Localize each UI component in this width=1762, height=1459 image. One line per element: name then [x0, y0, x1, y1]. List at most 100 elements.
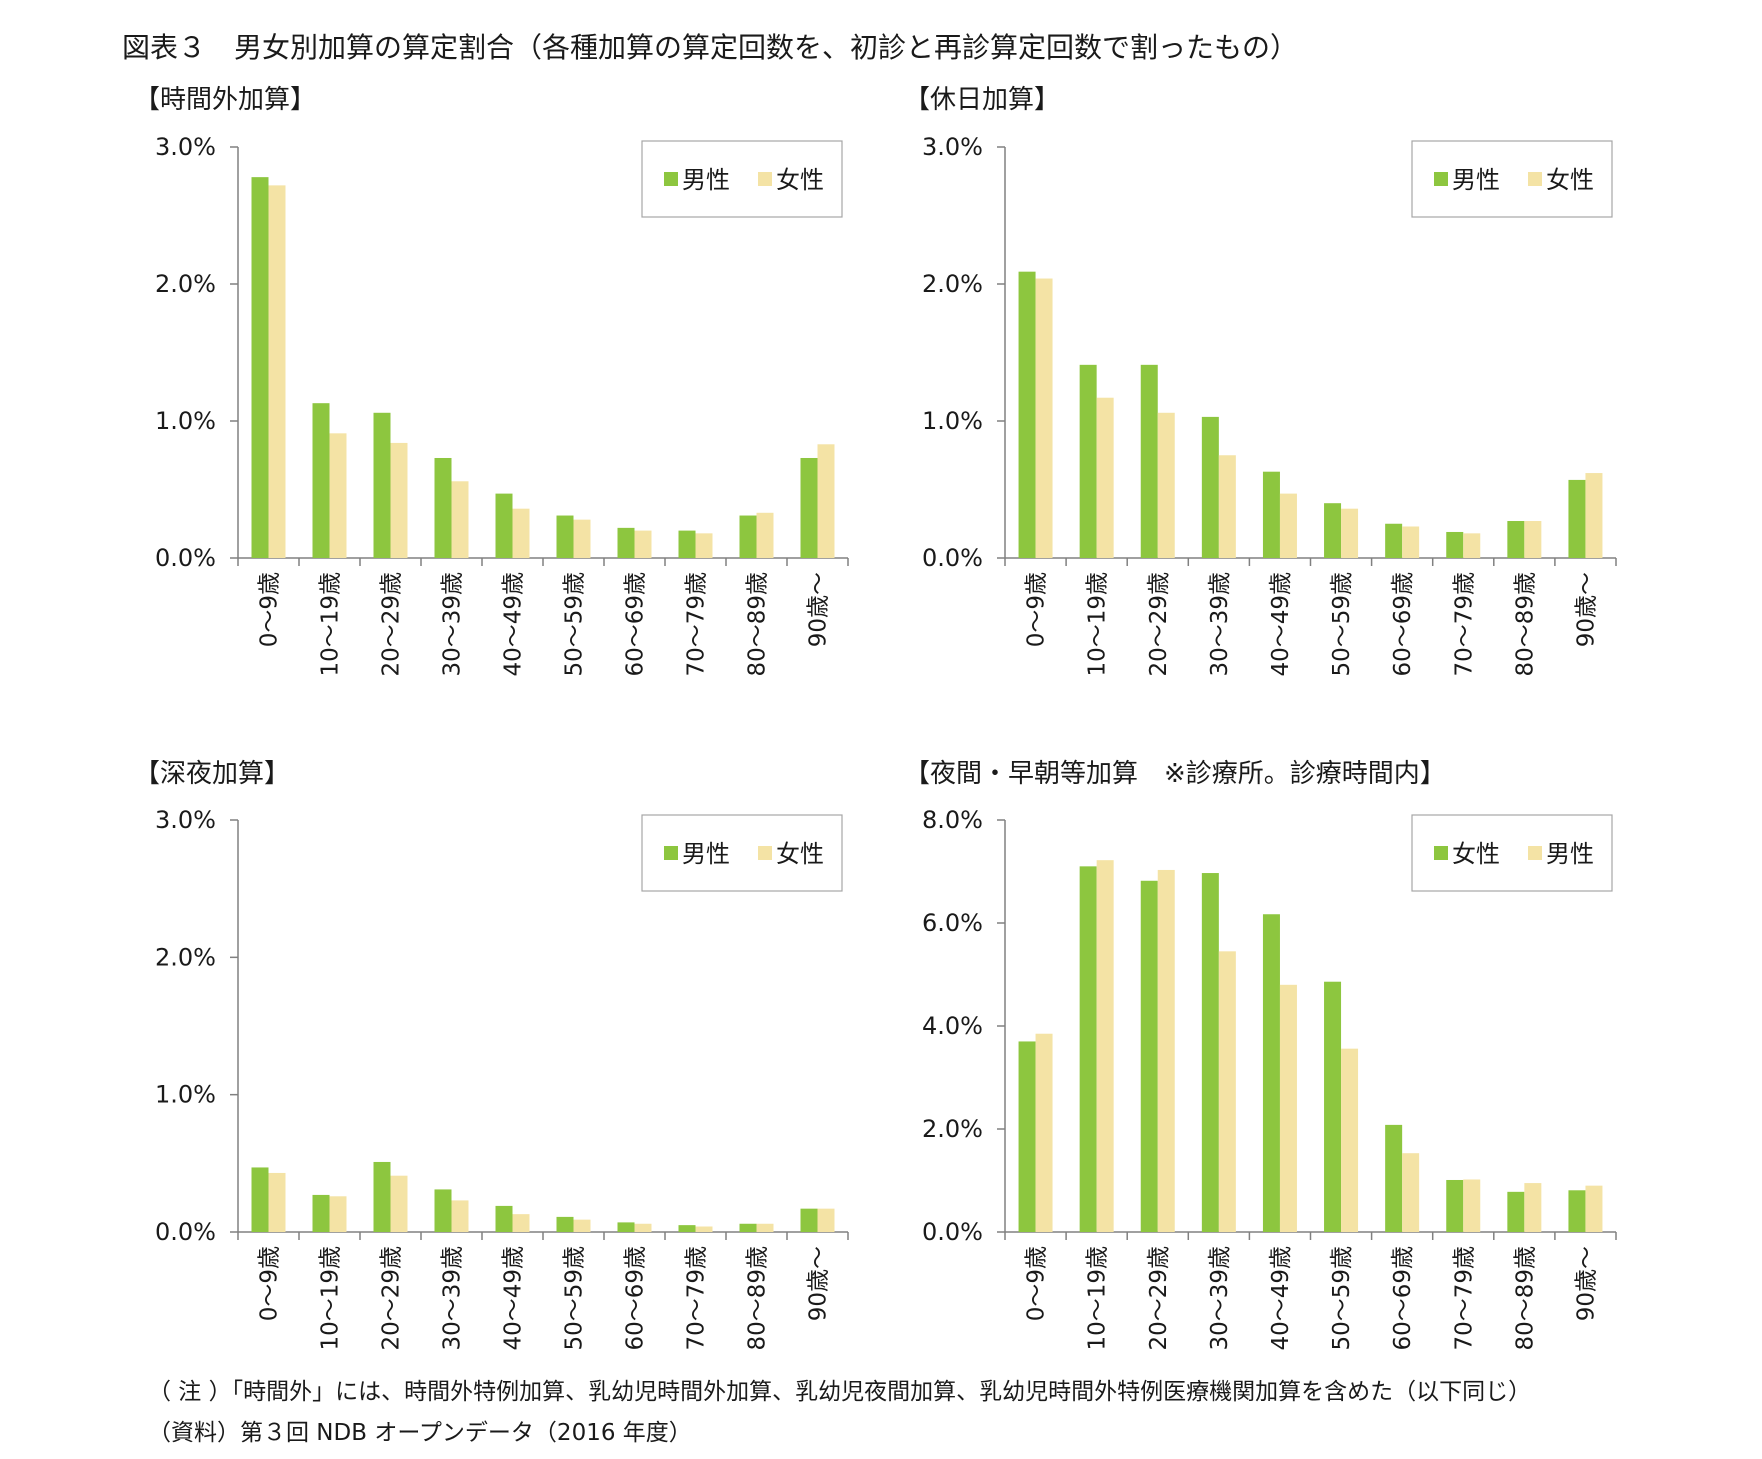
chart1-bar-a	[556, 515, 574, 558]
chart3-y-tick-label: 1.0%	[155, 1081, 216, 1109]
chart3-bar-b	[634, 1223, 652, 1232]
chart1-y-tick-label: 1.0%	[155, 407, 216, 435]
chart3-category-label: 90歳～	[806, 1246, 832, 1321]
chart1-category-label: 10～19歳	[318, 572, 344, 677]
chart1-legend-swatch	[758, 172, 772, 186]
chart2-bar-a	[1324, 503, 1342, 558]
chart1-legend-label: 女性	[776, 166, 824, 194]
chart1-bar-b	[634, 530, 652, 558]
chart3-category-label: 70～79歳	[684, 1246, 710, 1351]
chart1-bar-b	[756, 512, 774, 558]
chart2-category-label: 20～29歳	[1146, 572, 1172, 677]
chart4-category-label: 0～9歳	[1024, 1246, 1050, 1321]
chart2-bar-b	[1157, 412, 1175, 558]
chart1-legend-label: 男性	[682, 166, 730, 194]
chart3-bar-b	[512, 1214, 530, 1232]
chart1-bar-b	[268, 185, 286, 559]
chart3-bar-a	[312, 1194, 330, 1232]
chart2-bar-a	[1385, 523, 1403, 558]
chart2-category-label: 60～69歳	[1390, 572, 1416, 677]
chart3-category-label: 30～39歳	[440, 1246, 466, 1351]
chart4-bar-b	[1035, 1033, 1053, 1232]
chart1-category-label: 50～59歳	[562, 572, 588, 677]
chart4-legend-swatch	[1434, 846, 1448, 860]
chart2-bar-a	[1568, 479, 1586, 558]
chart3-title: 【深夜加算】	[134, 759, 290, 789]
chart1-category-label: 20～29歳	[379, 572, 405, 677]
chart1-bar-b	[451, 481, 469, 558]
chart4-category-label: 70～79歳	[1451, 1246, 1477, 1351]
chart4-legend-label: 男性	[1546, 840, 1594, 868]
chart3-bar-b	[695, 1226, 713, 1232]
chart3-category-label: 20～29歳	[379, 1246, 405, 1351]
chart3-bar-b	[329, 1196, 347, 1232]
chart3-bar-a	[800, 1208, 818, 1232]
chart4-bar-a	[1079, 866, 1097, 1232]
chart3-y-tick-label: 3.0%	[155, 806, 216, 834]
chart2-bar-a	[1507, 521, 1525, 558]
chart4-y-tick-label: 8.0%	[922, 806, 983, 834]
chart3-category-label: 60～69歳	[623, 1246, 649, 1351]
chart3-category-label: 80～89歳	[745, 1246, 771, 1351]
chart4-bar-b	[1524, 1183, 1542, 1232]
chart3-bar-a	[617, 1222, 635, 1232]
chart1-y-tick-label: 0.0%	[155, 544, 216, 572]
chart2-y-tick-label: 1.0%	[922, 407, 983, 435]
chart4-category-label: 60～69歳	[1390, 1246, 1416, 1351]
chart1-category-label: 0～9歳	[257, 572, 283, 647]
chart3-category-label: 0～9歳	[257, 1246, 283, 1321]
chart1-bar-a	[251, 177, 269, 558]
chart4-bar-a	[1201, 873, 1219, 1232]
chart4-legend-label: 女性	[1452, 840, 1500, 868]
chart1-bar-b	[390, 442, 408, 558]
chart3-bar-b	[756, 1223, 774, 1232]
chart3-bar-b	[268, 1172, 286, 1232]
chart3-bar-b	[451, 1200, 469, 1232]
chart2-bar-a	[1140, 364, 1158, 558]
chart4-category-label: 80～89歳	[1512, 1246, 1538, 1351]
chart2-title: 【休日加算】	[904, 85, 1060, 115]
chart1-legend-swatch	[664, 172, 678, 186]
chart4-y-tick-label: 0.0%	[922, 1218, 983, 1246]
chart1-bar-a	[678, 530, 696, 558]
chart4-bar-b	[1096, 860, 1114, 1232]
chart4-bar-b	[1402, 1153, 1420, 1232]
chart4-category-label: 20～29歳	[1146, 1246, 1172, 1351]
chart2-bar-b	[1096, 397, 1114, 558]
chart1-title: 【時間外加算】	[134, 85, 316, 115]
chart1-bar-a	[434, 457, 452, 558]
figure-title: 図表３ 男女別加算の算定割合（各種加算の算定回数を、初診と再診算定回数で割ったも…	[122, 31, 1299, 64]
chart2-category-label: 10～19歳	[1085, 572, 1111, 677]
chart2-bar-b	[1341, 508, 1359, 558]
chart4-category-label: 10～19歳	[1085, 1246, 1111, 1351]
chart2-category-label: 70～79歳	[1451, 572, 1477, 677]
chart2-y-tick-label: 2.0%	[922, 270, 983, 298]
chart3-bar-a	[373, 1161, 391, 1232]
chart2-bar-b	[1218, 455, 1236, 558]
chart1-category-label: 40～49歳	[501, 572, 527, 677]
chart3-bar-a	[739, 1223, 757, 1232]
chart4-y-tick-label: 6.0%	[922, 909, 983, 937]
chart3-y-tick-label: 0.0%	[155, 1218, 216, 1246]
chart2-bar-a	[1446, 531, 1464, 558]
chart2-y-tick-label: 0.0%	[922, 544, 983, 572]
chart1-category-label: 80～89歳	[745, 572, 771, 677]
chart2-bar-a	[1079, 364, 1097, 558]
chart2-category-label: 50～59歳	[1329, 572, 1355, 677]
chart2-category-label: 40～49歳	[1268, 572, 1294, 677]
chart3-bar-a	[434, 1189, 452, 1232]
chart1-bar-a	[800, 457, 818, 558]
chart3-bar-a	[556, 1216, 574, 1232]
chart2-category-label: 30～39歳	[1207, 572, 1233, 677]
chart2-legend-swatch	[1434, 172, 1448, 186]
chart4-category-label: 50～59歳	[1329, 1246, 1355, 1351]
chart1-bar-a	[373, 412, 391, 558]
chart2-legend-swatch	[1528, 172, 1542, 186]
chart1-bar-a	[739, 515, 757, 558]
chart2-bar-b	[1585, 473, 1603, 558]
chart3-bar-a	[251, 1167, 269, 1232]
chart2-bar-b	[1402, 526, 1420, 558]
chart4-bar-b	[1218, 951, 1236, 1232]
chart1-category-label: 90歳～	[806, 572, 832, 647]
chart1-bar-a	[312, 403, 330, 558]
